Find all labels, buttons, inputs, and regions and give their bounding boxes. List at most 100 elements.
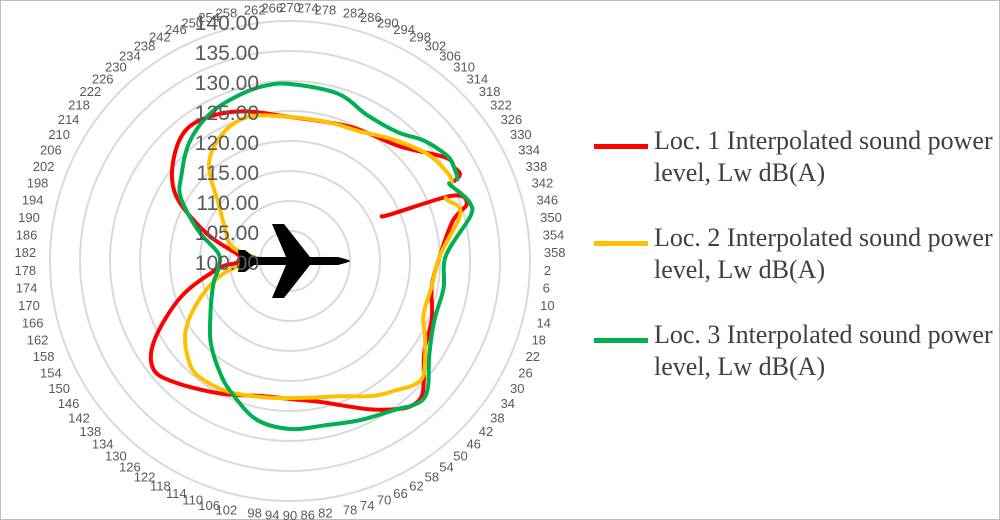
angle-tick-label: 206 (40, 143, 62, 158)
angle-tick-label: 30 (510, 381, 524, 396)
radial-tick-label: 110.00 (196, 192, 259, 215)
angle-tick-label: 14 (536, 315, 550, 330)
angle-tick-label: 214 (58, 112, 80, 127)
angle-tick-label: 194 (22, 193, 44, 208)
angle-tick-label: 262 (244, 2, 266, 17)
radial-tick-label: 100.00 (195, 252, 259, 275)
angle-tick-label: 198 (27, 176, 49, 191)
radial-tick-label: 105.00 (195, 222, 259, 245)
angle-tick-label: 290 (377, 15, 399, 30)
angle-tick-label: 82 (318, 506, 332, 520)
angle-tick-label: 26 (518, 365, 532, 380)
angle-tick-label: 18 (532, 332, 546, 347)
angle-tick-label: 114 (166, 486, 187, 501)
radial-tick-label: 130.00 (195, 72, 259, 95)
series-layer (148, 81, 475, 432)
angle-tick-label: 322 (490, 98, 512, 113)
grid-layer (49, 20, 531, 502)
legend-label-loc2: Loc. 2 Interpolated sound power level, L… (654, 223, 993, 284)
angle-tick-label: 142 (68, 410, 90, 425)
angle-tick-label: 2 (544, 263, 551, 278)
angle-tick-label: 190 (18, 210, 40, 225)
angle-tick-label: 90 (283, 508, 297, 520)
angle-tick-label: 338 (526, 159, 548, 174)
angle-tick-label: 314 (466, 71, 488, 86)
angle-tick-label: 210 (48, 127, 70, 142)
legend: Loc. 1 Interpolated sound power level, L… (594, 125, 994, 416)
angle-tick-label: 134 (92, 437, 114, 452)
legend-item-loc2: Loc. 2 Interpolated sound power level, L… (594, 222, 994, 319)
angle-tick-label: 94 (265, 507, 279, 520)
angle-tick-label: 38 (490, 410, 504, 425)
legend-label-loc3: Loc. 3 Interpolated sound power level, L… (654, 320, 993, 381)
angle-tick-label: 306 (439, 49, 461, 64)
angle-tick-label: 154 (40, 365, 62, 380)
angle-tick-label: 274 (297, 1, 319, 16)
angle-tick-label: 106 (198, 498, 220, 513)
angle-tick-label: 54 (439, 459, 453, 474)
grid-ring (199, 170, 381, 352)
angle-tick-label: 58 (425, 469, 439, 484)
angle-tick-label: 66 (393, 486, 407, 501)
angle-tick-label: 334 (518, 143, 540, 158)
angle-tick-label: 270 (279, 0, 301, 15)
angle-tick-label: 122 (134, 469, 156, 484)
angle-tick-label: 222 (80, 84, 102, 99)
angle-tick-label: 358 (544, 245, 566, 260)
angle-tick-label: 150 (48, 381, 70, 396)
angle-tick-label: 178 (14, 263, 36, 278)
angle-tick-label: 258 (215, 6, 237, 21)
grid-ring (169, 140, 411, 382)
angle-tick-label: 226 (92, 71, 114, 86)
legend-swatch-loc1 (594, 144, 648, 149)
radial-tick-label: 135.00 (195, 42, 259, 65)
angle-tick-label: 78 (343, 502, 357, 517)
angle-tick-label: 98 (247, 506, 261, 520)
legend-label-loc1: Loc. 1 Interpolated sound power level, L… (654, 126, 993, 187)
series-line-loc1 (148, 109, 469, 412)
series-line-loc3 (177, 81, 475, 432)
radial-tick-label: 125.00 (195, 102, 259, 125)
angle-tick-label: 286 (360, 10, 382, 25)
angle-tick-label: 246 (165, 22, 187, 37)
angle-tick-label: 294 (393, 22, 415, 37)
angle-tick-label: 6 (543, 281, 550, 296)
radial-tick-label: 120.00 (195, 132, 259, 155)
angle-tick-label: 174 (16, 281, 38, 296)
legend-swatch-loc2 (594, 241, 648, 246)
angle-tick-label: 310 (453, 59, 475, 74)
legend-swatch-loc3 (594, 338, 648, 343)
angle-tick-label: 50 (453, 449, 467, 464)
angle-tick-label: 346 (536, 193, 558, 208)
radial-tick-label: 140.00 (195, 12, 259, 35)
angle-tick-label: 254 (198, 10, 220, 25)
legend-item-loc3: Loc. 3 Interpolated sound power level, L… (594, 319, 994, 416)
angle-tick-label: 42 (479, 424, 493, 439)
angle-tick-label: 330 (510, 127, 532, 142)
angle-tick-label: 342 (532, 176, 554, 191)
angle-tick-label: 138 (80, 424, 102, 439)
angle-tick-label: 34 (501, 396, 515, 411)
series-line-loc2 (183, 113, 463, 401)
angle-tick-label: 74 (360, 498, 374, 513)
radial-tick-labels: 100.00 105.00 110.00 115.00 120.00 125.00 130.… (195, 12, 259, 275)
angle-tick-label: 282 (343, 6, 365, 21)
angle-tick-label: 130 (105, 449, 127, 464)
angle-tick-label: 10 (540, 298, 554, 313)
radial-tick-label: 115.00 (196, 162, 259, 185)
angle-tick-label: 354 (543, 227, 565, 242)
angle-tick-label: 326 (501, 112, 523, 127)
angle-tick-label: 186 (16, 227, 38, 242)
angle-tick-label: 350 (540, 210, 562, 225)
angle-tick-label: 182 (14, 245, 36, 260)
angle-tick-label: 242 (149, 30, 171, 45)
angle-tick-label: 302 (425, 39, 447, 54)
angle-tick-label: 62 (409, 478, 423, 493)
angle-tick-label: 266 (261, 1, 283, 16)
angle-tick-label: 86 (300, 507, 314, 520)
grid-ring (49, 20, 531, 502)
angle-tick-label: 278 (314, 2, 336, 17)
angle-tick-label: 22 (526, 349, 540, 364)
grid-ring (79, 50, 501, 472)
